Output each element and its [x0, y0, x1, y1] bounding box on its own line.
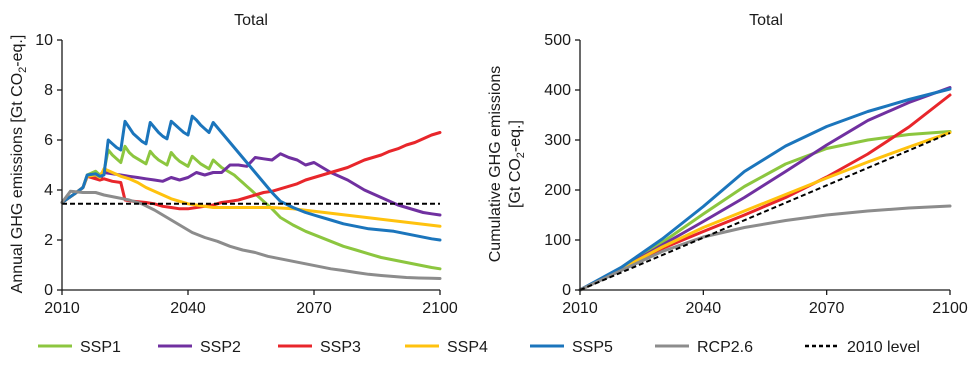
right-series-ssp5 [578, 87, 952, 292]
right-series-rcp2-6 [578, 204, 952, 292]
right-y-tick-label: 500 [544, 32, 571, 49]
right-reference-line-2010-level [579, 132, 951, 291]
legend-label-rcp2-6: RCP2.6 [697, 339, 753, 356]
annual-emissions-panel: Total Annual GHG emissions [Gt CO2-eq.] … [9, 12, 458, 317]
left-series-ssp1 [60, 144, 442, 271]
legend-label-ssp2: SSP2 [200, 339, 241, 356]
left-x-tick-label: 2100 [422, 300, 458, 317]
right-x-tick-label: 2010 [562, 300, 598, 317]
right-y-axis-label-line2: [Gt CO2-eq.] [507, 120, 527, 208]
right-series-layer [578, 86, 952, 292]
right-x-tick-label: 2100 [932, 300, 968, 317]
left-x-tick-label: 2040 [170, 300, 206, 317]
right-reference-layer [579, 132, 951, 291]
left-series-layer [60, 114, 442, 280]
legend: SSP1 SSP2 SSP3 SSP4 SSP5 RCP2.6 2010 level [38, 339, 920, 356]
left-y-tick-label: 0 [44, 282, 53, 299]
legend-label-ssp3: SSP3 [320, 339, 361, 356]
left-y-tick-label: 2 [44, 232, 53, 249]
left-chart-title: Total [234, 12, 268, 29]
cumulative-emissions-panel: Total Cumulative GHG emissions [Gt CO2-e… [487, 12, 968, 317]
legend-label-2010-level: 2010 level [847, 339, 920, 356]
right-chart-title: Total [749, 12, 783, 29]
left-axes: 0 2 4 6 8 10 2010 2040 2070 2100 [35, 32, 458, 317]
left-y-tick-label: 10 [35, 32, 53, 49]
right-y-axis-label-line1: Cumulative GHG emissions [487, 66, 504, 263]
right-y-tick-label: 0 [562, 282, 571, 299]
right-y-tick-label: 100 [544, 232, 571, 249]
right-y-tick-label: 300 [544, 132, 571, 149]
left-series-rcp2-6 [60, 189, 442, 280]
legend-label-ssp4: SSP4 [447, 339, 488, 356]
right-x-tick-label: 2040 [686, 300, 722, 317]
left-y-tick-label: 6 [44, 132, 53, 149]
right-y-tick-label: 400 [544, 82, 571, 99]
left-x-tick-label: 2070 [296, 300, 332, 317]
right-y-tick-label: 200 [544, 182, 571, 199]
right-x-tick-label: 2070 [809, 300, 845, 317]
left-series-ssp3 [60, 131, 442, 211]
legend-label-ssp1: SSP1 [80, 339, 121, 356]
left-y-tick-label: 4 [44, 182, 53, 199]
left-series-ssp5 [60, 114, 442, 242]
legend-label-ssp5: SSP5 [572, 339, 613, 356]
left-x-tick-label: 2010 [44, 300, 80, 317]
left-y-tick-label: 8 [44, 82, 53, 99]
right-axes: 0 100 200 300 400 500 2010 2040 2070 2100 [544, 32, 968, 317]
left-y-axis-label: Annual GHG emissions [Gt CO2-eq.] [9, 35, 29, 294]
left-series-ssp2 [60, 152, 442, 217]
right-series-ssp4 [578, 131, 952, 292]
